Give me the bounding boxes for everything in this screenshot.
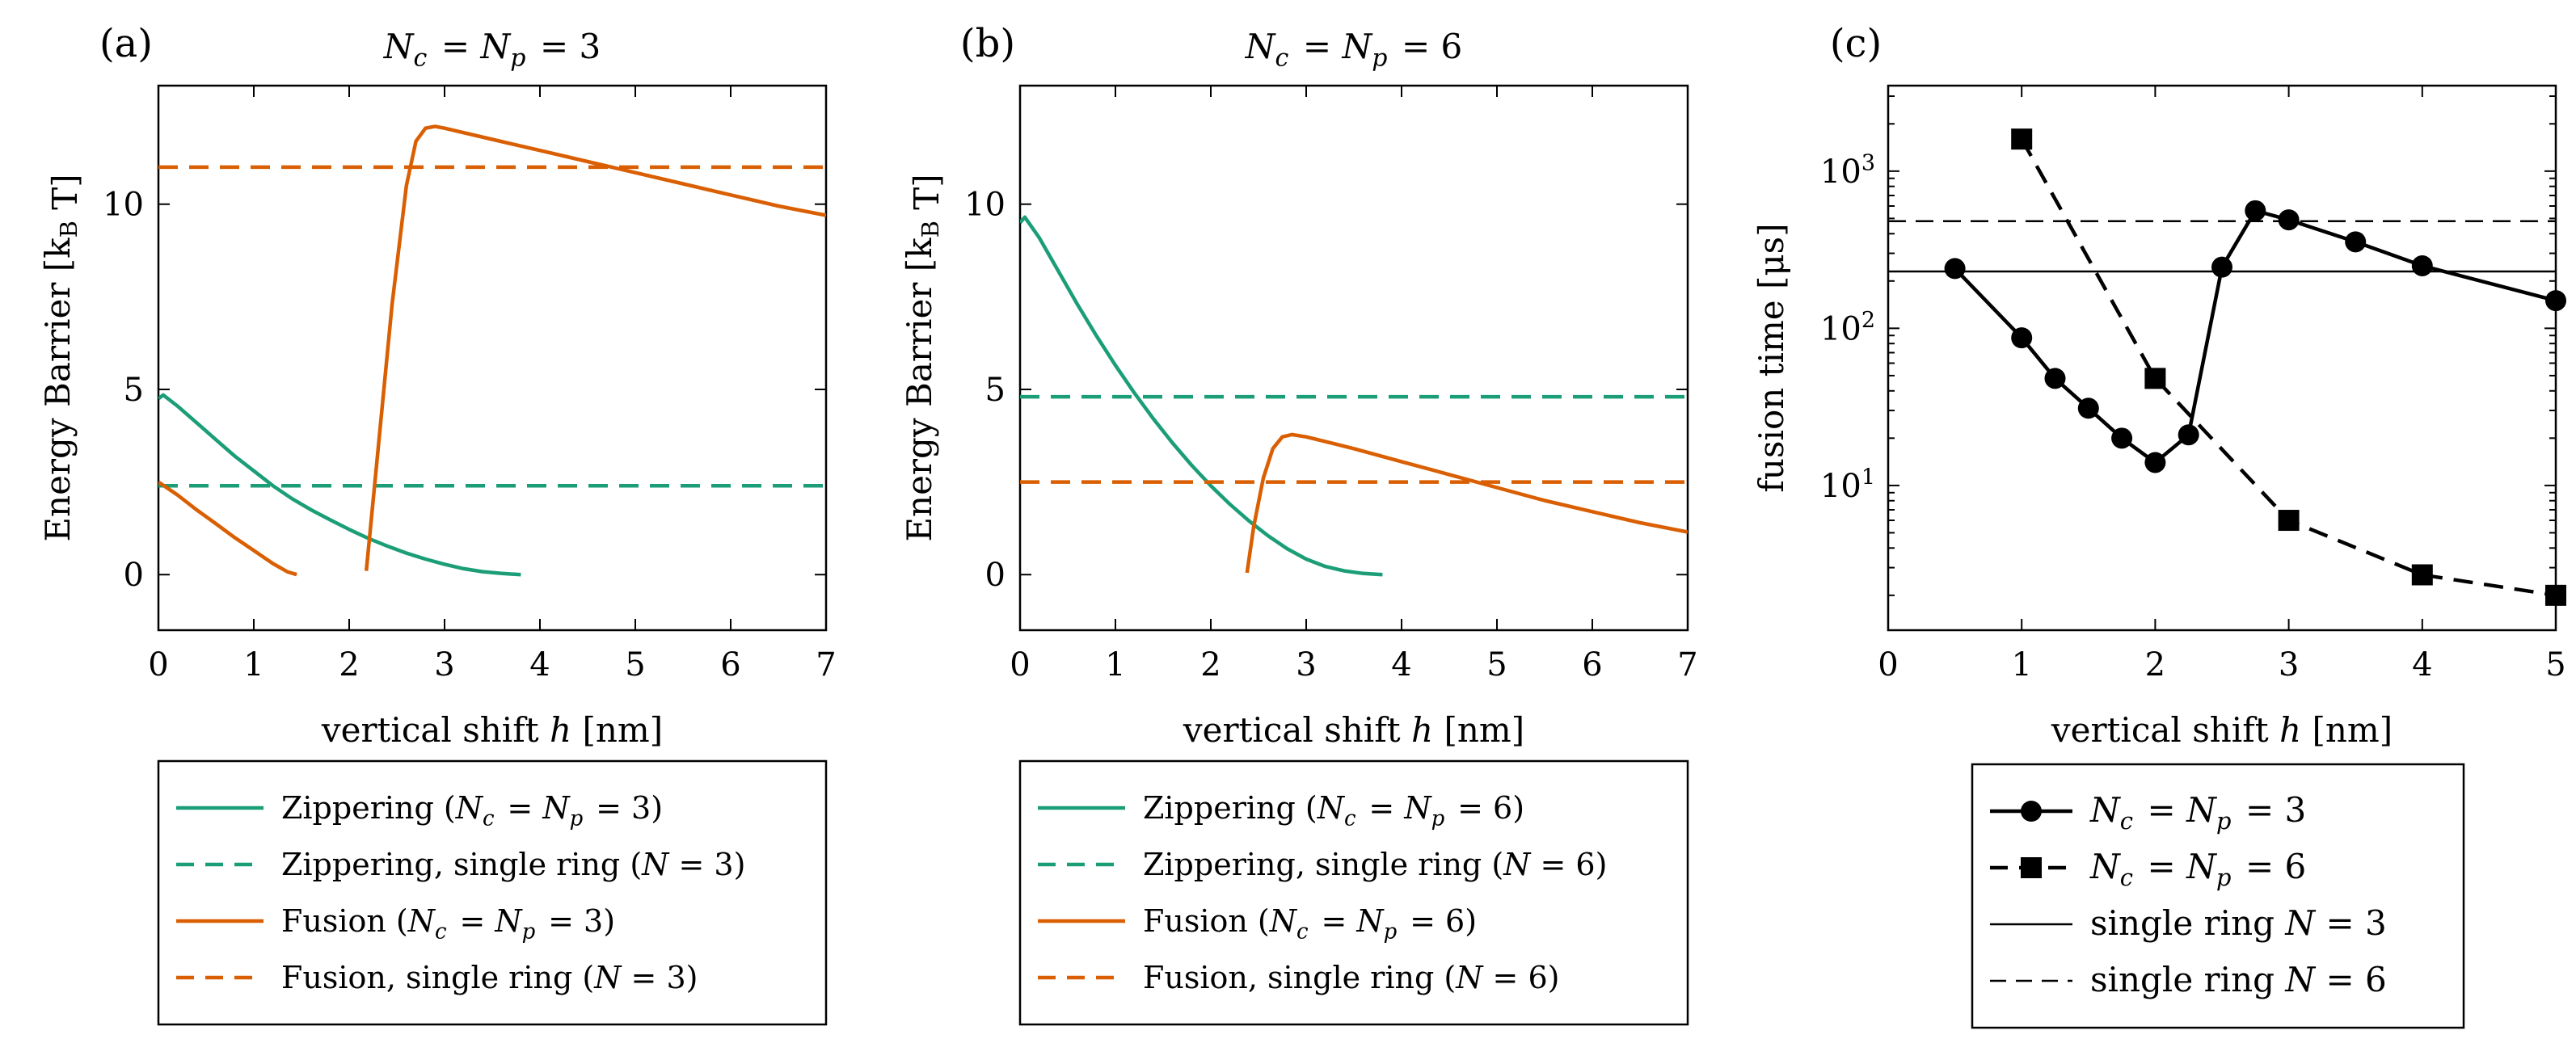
legend-2: Zippering (Nc = Np = 6) Zippering, single…	[1018, 759, 1689, 1026]
x-tick-label: 2	[1200, 646, 1221, 684]
legend-1: Zippering (Nc = Np = 3) Zippering, single…	[157, 759, 828, 1026]
x-tick-label: 3	[1296, 646, 1316, 684]
x-tick-label: 1	[2011, 646, 2031, 684]
y-tick-label: 103	[1820, 151, 1875, 191]
x-tick-label: 0	[148, 646, 168, 684]
data-point-square	[2011, 128, 2033, 150]
x-axis-label: vertical shift h [nm]	[2051, 710, 2393, 750]
series-line-1	[158, 393, 521, 577]
x-tick-label: 1	[1105, 646, 1125, 684]
x-tick-label: 7	[1677, 646, 1697, 684]
panel-tag: (a)	[99, 21, 153, 66]
series-group	[1020, 215, 1688, 577]
x-tick-label: 2	[2145, 646, 2165, 684]
data-point-circle	[2345, 231, 2367, 253]
y-tick-label: 10	[103, 187, 144, 224]
series-group	[1888, 138, 2556, 598]
panel-title: Nc = Np = 3	[383, 27, 601, 73]
legend-label: Fusion (Nc = Np = 6)	[1143, 903, 1477, 944]
panel-title: Nc = Np = 6	[1245, 27, 1462, 73]
x-tick-label: 7	[816, 646, 836, 684]
legend-label: Nc = Np = 3	[2089, 790, 2306, 835]
x-tick-label: 3	[2279, 646, 2299, 684]
legend-label: Nc = Np = 6	[2089, 847, 2306, 891]
y-tick-label: 0	[124, 557, 144, 594]
legend-label: Zippering, single ring (N = 6)	[1143, 847, 1607, 882]
plot-frame	[1018, 84, 1689, 632]
data-point-square	[2278, 510, 2300, 532]
x-tick-label: 4	[2412, 646, 2432, 684]
x-tick-label: 2	[339, 646, 359, 684]
plot-frame	[157, 84, 828, 632]
x-tick-label: 5	[1486, 646, 1507, 684]
series-line-3	[158, 480, 297, 577]
legend-label: single ring N = 6	[2090, 960, 2387, 999]
y-tick-label: 5	[985, 372, 1006, 409]
data-point-circle	[2077, 398, 2099, 419]
legend-marker-circle	[2021, 801, 2042, 822]
data-point-circle	[2111, 427, 2133, 449]
legend-label: Fusion, single ring (N = 6)	[1143, 960, 1559, 995]
y-axis-label: fusion time [μs]	[1752, 223, 1791, 492]
x-tick-label: 0	[1878, 646, 1898, 684]
series-line-1	[1020, 215, 1383, 577]
data-point-square	[2545, 584, 2566, 606]
panel-tag: (c)	[1830, 21, 1882, 66]
legend-3: Nc = Np = 3 Nc = Np = 6 single ring N = 3 s…	[1971, 763, 2465, 1029]
x-tick-label: 4	[1391, 646, 1411, 684]
y-tick-label: 5	[124, 372, 144, 409]
legend-box	[157, 759, 828, 1026]
x-tick-label: 6	[720, 646, 740, 684]
data-point-circle	[2178, 424, 2199, 446]
legend-label: Zippering, single ring (N = 3)	[281, 847, 745, 882]
x-tick-label: 4	[529, 646, 550, 684]
series-line-3	[1245, 432, 1688, 574]
chart-panel-1: 0 1 2 3 4 5 6 7 0 5 10 vertical shift h [nm] Energy …	[38, 21, 837, 750]
series-group	[158, 124, 826, 577]
data-point-square	[2411, 564, 2433, 586]
y-tick-label: 10	[964, 187, 1006, 224]
x-tick-label: 5	[625, 646, 645, 684]
x-tick-label: 5	[2545, 646, 2565, 684]
data-point-circle	[2211, 256, 2232, 278]
data-point-circle	[1944, 258, 1966, 280]
x-tick-label: 1	[243, 646, 264, 684]
legend-label: Zippering (Nc = Np = 6)	[1143, 790, 1524, 831]
y-axis-label: Energy Barrier [kB T]	[38, 174, 85, 541]
panel-tag: (b)	[960, 21, 1015, 66]
data-point-circle	[2144, 452, 2166, 473]
legend-label: Zippering (Nc = Np = 3)	[281, 790, 663, 831]
data-point-circle	[2278, 209, 2300, 231]
x-tick-label: 3	[434, 646, 454, 684]
legend-label: Fusion, single ring (N = 3)	[281, 960, 698, 995]
y-axis-label: Energy Barrier [kB T]	[900, 174, 947, 541]
y-tick-label: 102	[1820, 308, 1875, 347]
chart-panel-2: 0 1 2 3 4 5 6 7 0 5 10 vertical shift h [nm] Energy …	[900, 21, 1698, 750]
x-tick-label: 6	[1582, 646, 1602, 684]
data-point-square	[2144, 368, 2166, 389]
series-line-1	[1953, 208, 2556, 465]
plot-frame	[1887, 84, 2557, 632]
y-tick-label: 101	[1820, 465, 1875, 505]
x-tick-label: 0	[1010, 646, 1030, 684]
data-point-circle	[2411, 254, 2433, 276]
data-point-circle	[2044, 368, 2066, 389]
data-point-circle	[2545, 290, 2566, 312]
legend-label: Fusion (Nc = Np = 3)	[281, 903, 615, 944]
series-line-4	[364, 124, 826, 571]
data-point-circle	[2245, 200, 2266, 221]
y-tick-label: 0	[985, 557, 1006, 594]
data-point-circle	[2011, 327, 2033, 349]
x-axis-label: vertical shift h [nm]	[321, 710, 663, 750]
legend-label: single ring N = 3	[2090, 903, 2387, 943]
chart-panel-3: 0 1 2 3 4 5 101 102 103 vertical shift h [nm] fusi…	[1752, 21, 2566, 750]
x-axis-label: vertical shift h [nm]	[1183, 710, 1524, 750]
legend-box	[1018, 759, 1689, 1026]
legend-box	[1971, 763, 2465, 1029]
legend-marker-square	[2021, 857, 2042, 878]
